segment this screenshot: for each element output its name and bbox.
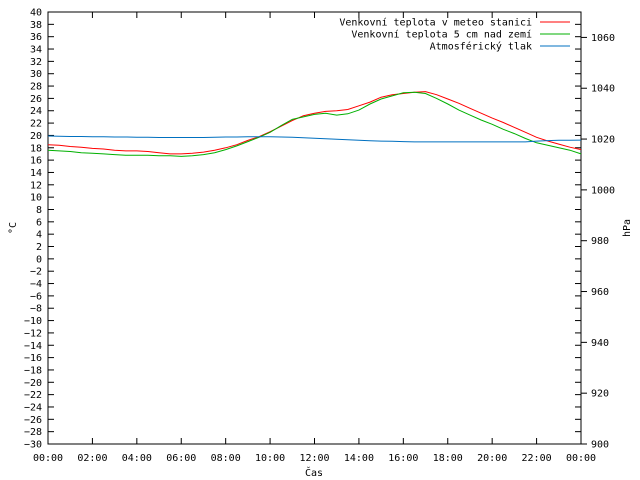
series-line	[47, 91, 582, 155]
y2-axis-label: hPa	[622, 219, 633, 237]
left-tick-label: 34	[30, 45, 42, 56]
left-tick-label: −24	[24, 402, 42, 413]
left-tick-label: −2	[30, 267, 42, 278]
left-tick-label: 36	[30, 32, 42, 43]
legend: Venkovní teplota v meteo staniciVenkovní…	[339, 17, 570, 53]
right-tick-label: 1040	[591, 84, 615, 95]
left-tick-label: 32	[30, 57, 42, 68]
plot-frame	[47, 11, 582, 445]
left-tick-label: −16	[24, 353, 42, 364]
left-tick-label: 22	[30, 119, 42, 130]
left-tick-label: −28	[24, 427, 42, 438]
left-tick-label: 8	[36, 205, 42, 216]
series-line	[47, 91, 582, 157]
left-tick-label: 38	[30, 20, 42, 31]
left-tick-label: 18	[30, 143, 42, 154]
left-axis: −30−28−26−24−22−20−18−16−14−12−10−8−6−4−…	[24, 8, 581, 451]
x-tick-label: 10:00	[255, 453, 285, 464]
x-tick-label: 08:00	[211, 453, 241, 464]
legend-label: Atmosférický tlak	[430, 41, 532, 53]
left-tick-label: −8	[30, 304, 42, 315]
left-tick-label: −20	[24, 378, 42, 389]
x-tick-label: 18:00	[433, 453, 463, 464]
right-tick-label: 1020	[591, 135, 615, 146]
series-lines	[47, 91, 582, 157]
right-tick-label: 940	[591, 338, 609, 349]
right-tick-label: 1000	[591, 185, 615, 196]
x-tick-label: 00:00	[33, 453, 63, 464]
series-line	[47, 135, 582, 143]
x-tick-label: 12:00	[299, 453, 329, 464]
left-tick-label: 6	[36, 217, 42, 228]
x-tick-label: 06:00	[166, 453, 196, 464]
left-tick-label: 2	[36, 242, 42, 253]
left-tick-label: 10	[30, 193, 42, 204]
left-tick-label: −12	[24, 328, 42, 339]
y-axis-label: °C	[8, 222, 19, 234]
left-tick-label: −30	[24, 440, 42, 451]
left-tick-label: −14	[24, 341, 42, 352]
left-tick-label: 20	[30, 131, 42, 142]
x-axis-label: Čas	[305, 466, 323, 479]
left-tick-label: 40	[30, 8, 42, 19]
left-tick-label: 4	[36, 230, 42, 241]
right-tick-label: 920	[591, 389, 609, 400]
left-tick-label: −26	[24, 415, 42, 426]
left-tick-label: 30	[30, 69, 42, 80]
right-tick-label: 960	[591, 287, 609, 298]
left-tick-label: 16	[30, 156, 42, 167]
left-tick-label: 28	[30, 82, 42, 93]
left-tick-label: 24	[30, 106, 42, 117]
x-tick-label: 22:00	[522, 453, 552, 464]
left-tick-label: 0	[36, 254, 42, 265]
right-tick-label: 900	[591, 440, 609, 451]
left-tick-label: −22	[24, 390, 42, 401]
left-tick-label: 26	[30, 94, 42, 105]
legend-label: Venkovní teplota 5 cm nad zemí	[351, 29, 532, 41]
right-tick-label: 1060	[591, 33, 615, 44]
x-tick-label: 16:00	[388, 453, 418, 464]
x-axis: 00:00 02:00 04:00 06:00 08:00 10:00 12:00 14:00…	[33, 12, 596, 464]
left-tick-label: −18	[24, 365, 42, 376]
left-tick-label: −6	[30, 291, 42, 302]
x-tick-label: 20:00	[477, 453, 507, 464]
x-tick-label: 00:00	[566, 453, 596, 464]
left-tick-label: 14	[30, 168, 42, 179]
x-tick-label: 02:00	[77, 453, 107, 464]
x-tick-label: 04:00	[122, 453, 152, 464]
left-tick-label: −4	[30, 279, 42, 290]
right-tick-label: 980	[591, 236, 609, 247]
x-tick-label: 14:00	[344, 453, 374, 464]
left-tick-label: −10	[24, 316, 42, 327]
right-axis: 900 920 940 960 980 1000 1020 1040 1060	[581, 33, 615, 451]
legend-label: Venkovní teplota v meteo stanici	[339, 17, 532, 29]
left-tick-label: 12	[30, 180, 42, 191]
